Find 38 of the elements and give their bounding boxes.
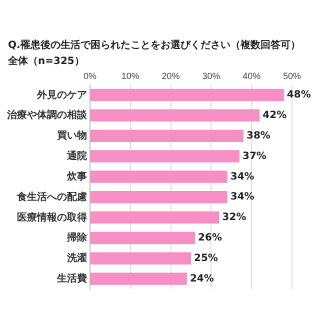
- data-label: 25%: [194, 252, 218, 264]
- chart-subtitle: 全体（n=325）: [8, 54, 86, 68]
- bar: [90, 232, 196, 244]
- bar: [90, 211, 220, 224]
- x-tick-label: 20%: [162, 70, 180, 81]
- x-tick-label: 40%: [242, 70, 261, 81]
- chart-title: Q.罹患後の生活で困られたことをお選びください（複数回答可）: [8, 40, 302, 52]
- y-tick-label: 治療や体調の相談: [6, 109, 88, 122]
- bar: [90, 109, 260, 122]
- y-tick-label: 通院: [66, 150, 87, 162]
- data-label: 34%: [230, 192, 254, 203]
- y-tick-label: 買い物: [56, 130, 87, 142]
- data-label: 37%: [242, 150, 266, 162]
- x-tick-label: 30%: [202, 70, 220, 81]
- y-tick-label: 食生活への配慮: [16, 190, 87, 203]
- y-tick-label: 生活費: [56, 272, 87, 285]
- data-label: 48%: [286, 90, 311, 101]
- data-label: 32%: [222, 212, 246, 224]
- bar: [90, 88, 284, 102]
- y-tick-label: 掃除: [66, 232, 88, 244]
- y-tick-label: 洗濯: [66, 252, 87, 264]
- bar: [90, 170, 228, 183]
- data-label: 34%: [230, 171, 254, 182]
- data-label: 26%: [198, 232, 222, 244]
- y-tick-label: 炊事: [66, 170, 87, 182]
- bar: [90, 272, 187, 285]
- bar: [90, 252, 191, 264]
- bar: [90, 130, 244, 142]
- x-tick-label: 10%: [121, 70, 140, 81]
- bar: [90, 190, 228, 204]
- x-tick-label: 50%: [282, 70, 302, 81]
- bar: [90, 150, 240, 162]
- data-label: 42%: [262, 110, 287, 122]
- y-tick-label: 外見のケア: [36, 88, 87, 101]
- data-label: 38%: [246, 130, 270, 142]
- x-tick-label: 0%: [83, 70, 97, 81]
- data-label: 24%: [190, 273, 214, 284]
- y-tick-label: 医療情報の取得: [17, 211, 87, 224]
